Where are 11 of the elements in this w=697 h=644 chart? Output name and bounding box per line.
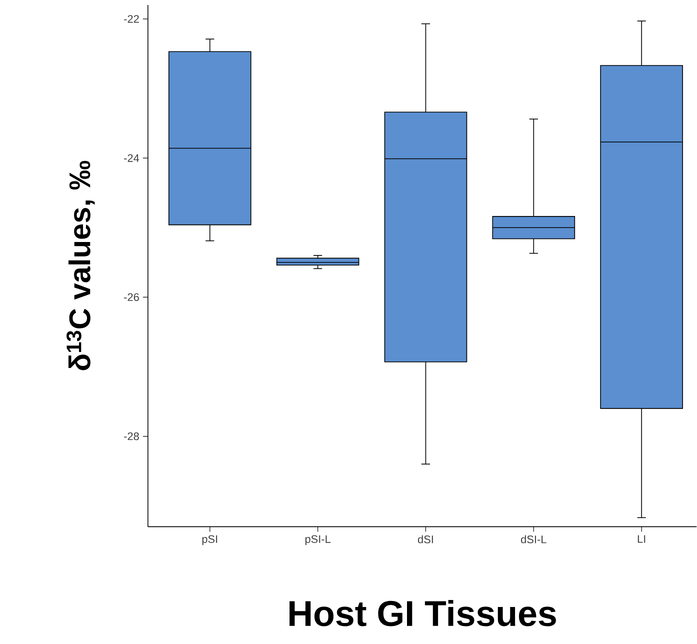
y-axis-title: δ$^{13}$C values, ‰ bbox=[66, 161, 95, 370]
x-tick-label: dSI-L bbox=[521, 535, 546, 544]
x-tick-label: dSI bbox=[418, 535, 433, 544]
y-tick-label: -28 bbox=[124, 432, 139, 440]
x-tick-label: pSI-L bbox=[305, 535, 331, 546]
y-tick-label: -22 bbox=[124, 15, 139, 23]
x-tick-label: LI bbox=[638, 535, 646, 543]
y-tick-label: -26 bbox=[124, 293, 139, 302]
x-axis-title: Host GI Tissues bbox=[290, 600, 556, 626]
x-tick-label: pSI bbox=[202, 535, 218, 546]
y-tick-label: -24 bbox=[124, 154, 140, 162]
